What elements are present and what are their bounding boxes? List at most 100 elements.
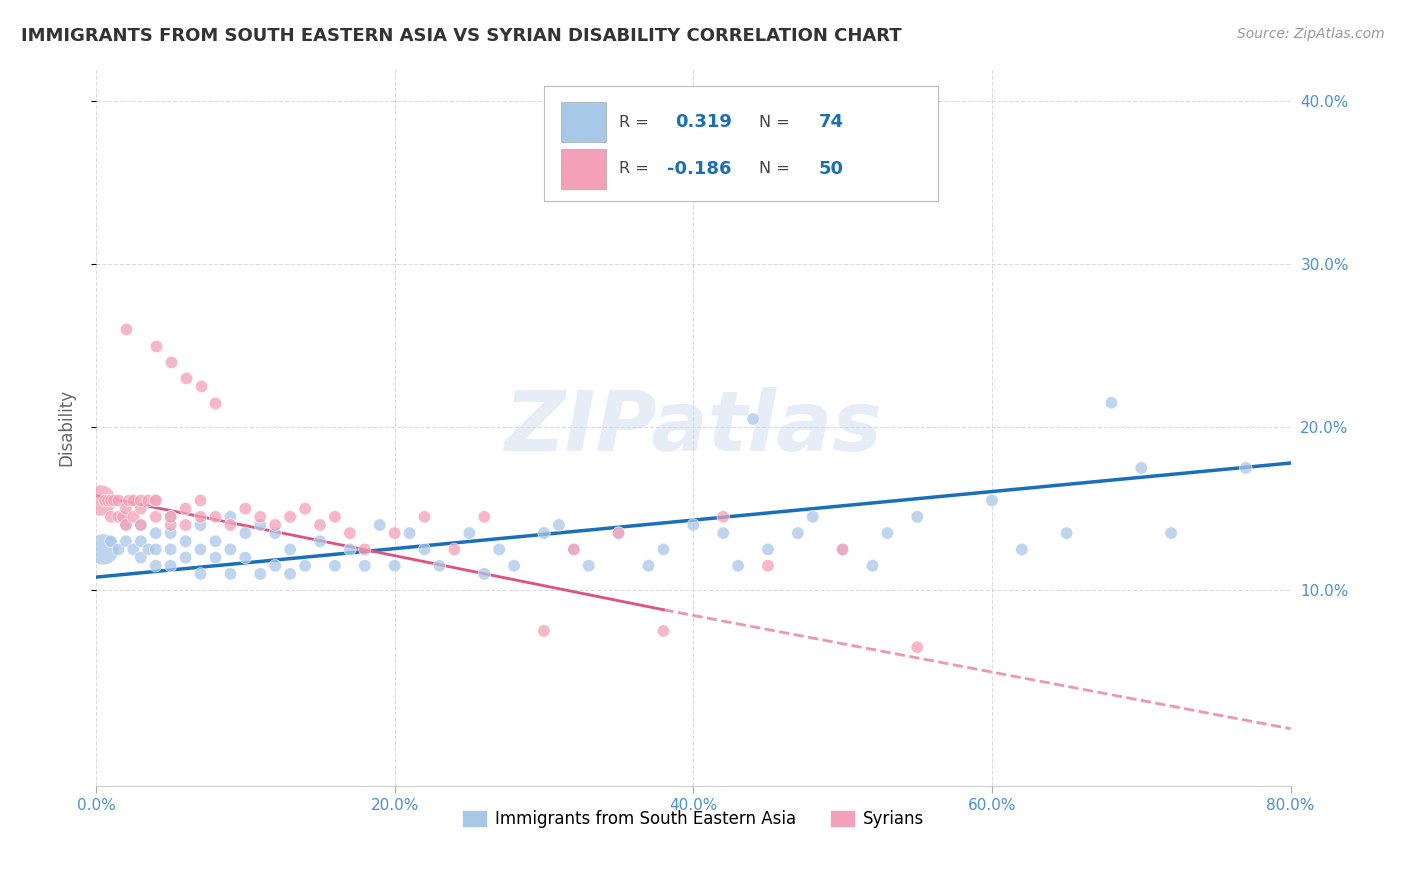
Point <box>339 526 361 541</box>
Point <box>219 566 242 581</box>
Point <box>711 509 734 524</box>
Point <box>159 558 181 573</box>
Point <box>398 526 420 541</box>
Point <box>294 558 316 573</box>
Point <box>413 509 436 524</box>
Text: 0.319: 0.319 <box>675 113 733 131</box>
Point <box>94 493 117 508</box>
Text: Source: ZipAtlas.com: Source: ZipAtlas.com <box>1237 27 1385 41</box>
Point <box>1130 461 1153 475</box>
Point <box>145 509 167 524</box>
Point <box>562 542 585 557</box>
Point <box>174 371 197 385</box>
Point <box>488 542 510 557</box>
Point <box>204 395 226 409</box>
Point <box>981 493 1004 508</box>
Point <box>294 501 316 516</box>
Point <box>831 542 853 557</box>
Point <box>368 518 391 533</box>
Point <box>309 518 332 533</box>
Point <box>905 509 928 524</box>
Y-axis label: Disability: Disability <box>58 389 75 466</box>
Text: R =: R = <box>619 115 654 130</box>
Point <box>107 509 129 524</box>
Point <box>264 558 287 573</box>
Point <box>219 542 242 557</box>
Point <box>1234 461 1257 475</box>
Point <box>264 526 287 541</box>
Point <box>742 412 765 426</box>
Point <box>111 509 134 524</box>
Point <box>862 558 884 573</box>
Point <box>100 534 122 549</box>
Point <box>219 518 242 533</box>
Point <box>122 509 145 524</box>
Point <box>136 493 159 508</box>
Point <box>443 542 465 557</box>
Point <box>278 566 301 581</box>
Point <box>122 542 145 557</box>
Point <box>1011 542 1033 557</box>
Point <box>548 518 571 533</box>
Point <box>174 501 197 516</box>
Point <box>384 526 406 541</box>
Point <box>384 558 406 573</box>
Text: 50: 50 <box>818 160 844 178</box>
Point <box>756 558 779 573</box>
Point <box>115 518 138 533</box>
Point <box>122 493 145 508</box>
Point <box>190 509 212 524</box>
Point <box>429 558 451 573</box>
Point <box>801 509 824 524</box>
Point <box>129 501 152 516</box>
Point <box>129 534 152 549</box>
Point <box>129 550 152 565</box>
Point <box>233 501 256 516</box>
Text: N =: N = <box>759 161 794 177</box>
Point <box>204 550 226 565</box>
Point <box>93 542 115 557</box>
Point <box>118 493 141 508</box>
Point <box>309 534 332 549</box>
Point <box>607 526 630 541</box>
Point <box>145 542 167 557</box>
Point <box>159 509 181 524</box>
Point <box>159 355 181 369</box>
FancyBboxPatch shape <box>561 103 606 143</box>
Point <box>159 526 181 541</box>
Text: N =: N = <box>759 115 794 130</box>
Point <box>204 534 226 549</box>
Point <box>190 518 212 533</box>
Point <box>727 558 749 573</box>
Point <box>129 518 152 533</box>
Point <box>129 518 152 533</box>
Point <box>159 509 181 524</box>
Point <box>756 542 779 557</box>
Point <box>249 518 271 533</box>
Text: -0.186: -0.186 <box>666 160 731 178</box>
Point <box>249 509 271 524</box>
Point <box>107 493 129 508</box>
Point <box>339 542 361 557</box>
Point <box>190 542 212 557</box>
FancyBboxPatch shape <box>561 149 606 189</box>
Point <box>562 542 585 557</box>
Point <box>533 526 555 541</box>
Point <box>136 542 159 557</box>
Point <box>472 509 495 524</box>
Point <box>115 322 138 336</box>
Point <box>219 509 242 524</box>
Point <box>413 542 436 557</box>
Point <box>190 379 212 393</box>
Point <box>831 542 853 557</box>
Point <box>103 493 125 508</box>
Point <box>323 509 346 524</box>
Point <box>190 566 212 581</box>
Point <box>107 542 129 557</box>
Point <box>145 493 167 508</box>
Point <box>1160 526 1182 541</box>
Point <box>876 526 898 541</box>
Point <box>786 526 808 541</box>
Point <box>503 558 526 573</box>
Point <box>1099 395 1122 409</box>
